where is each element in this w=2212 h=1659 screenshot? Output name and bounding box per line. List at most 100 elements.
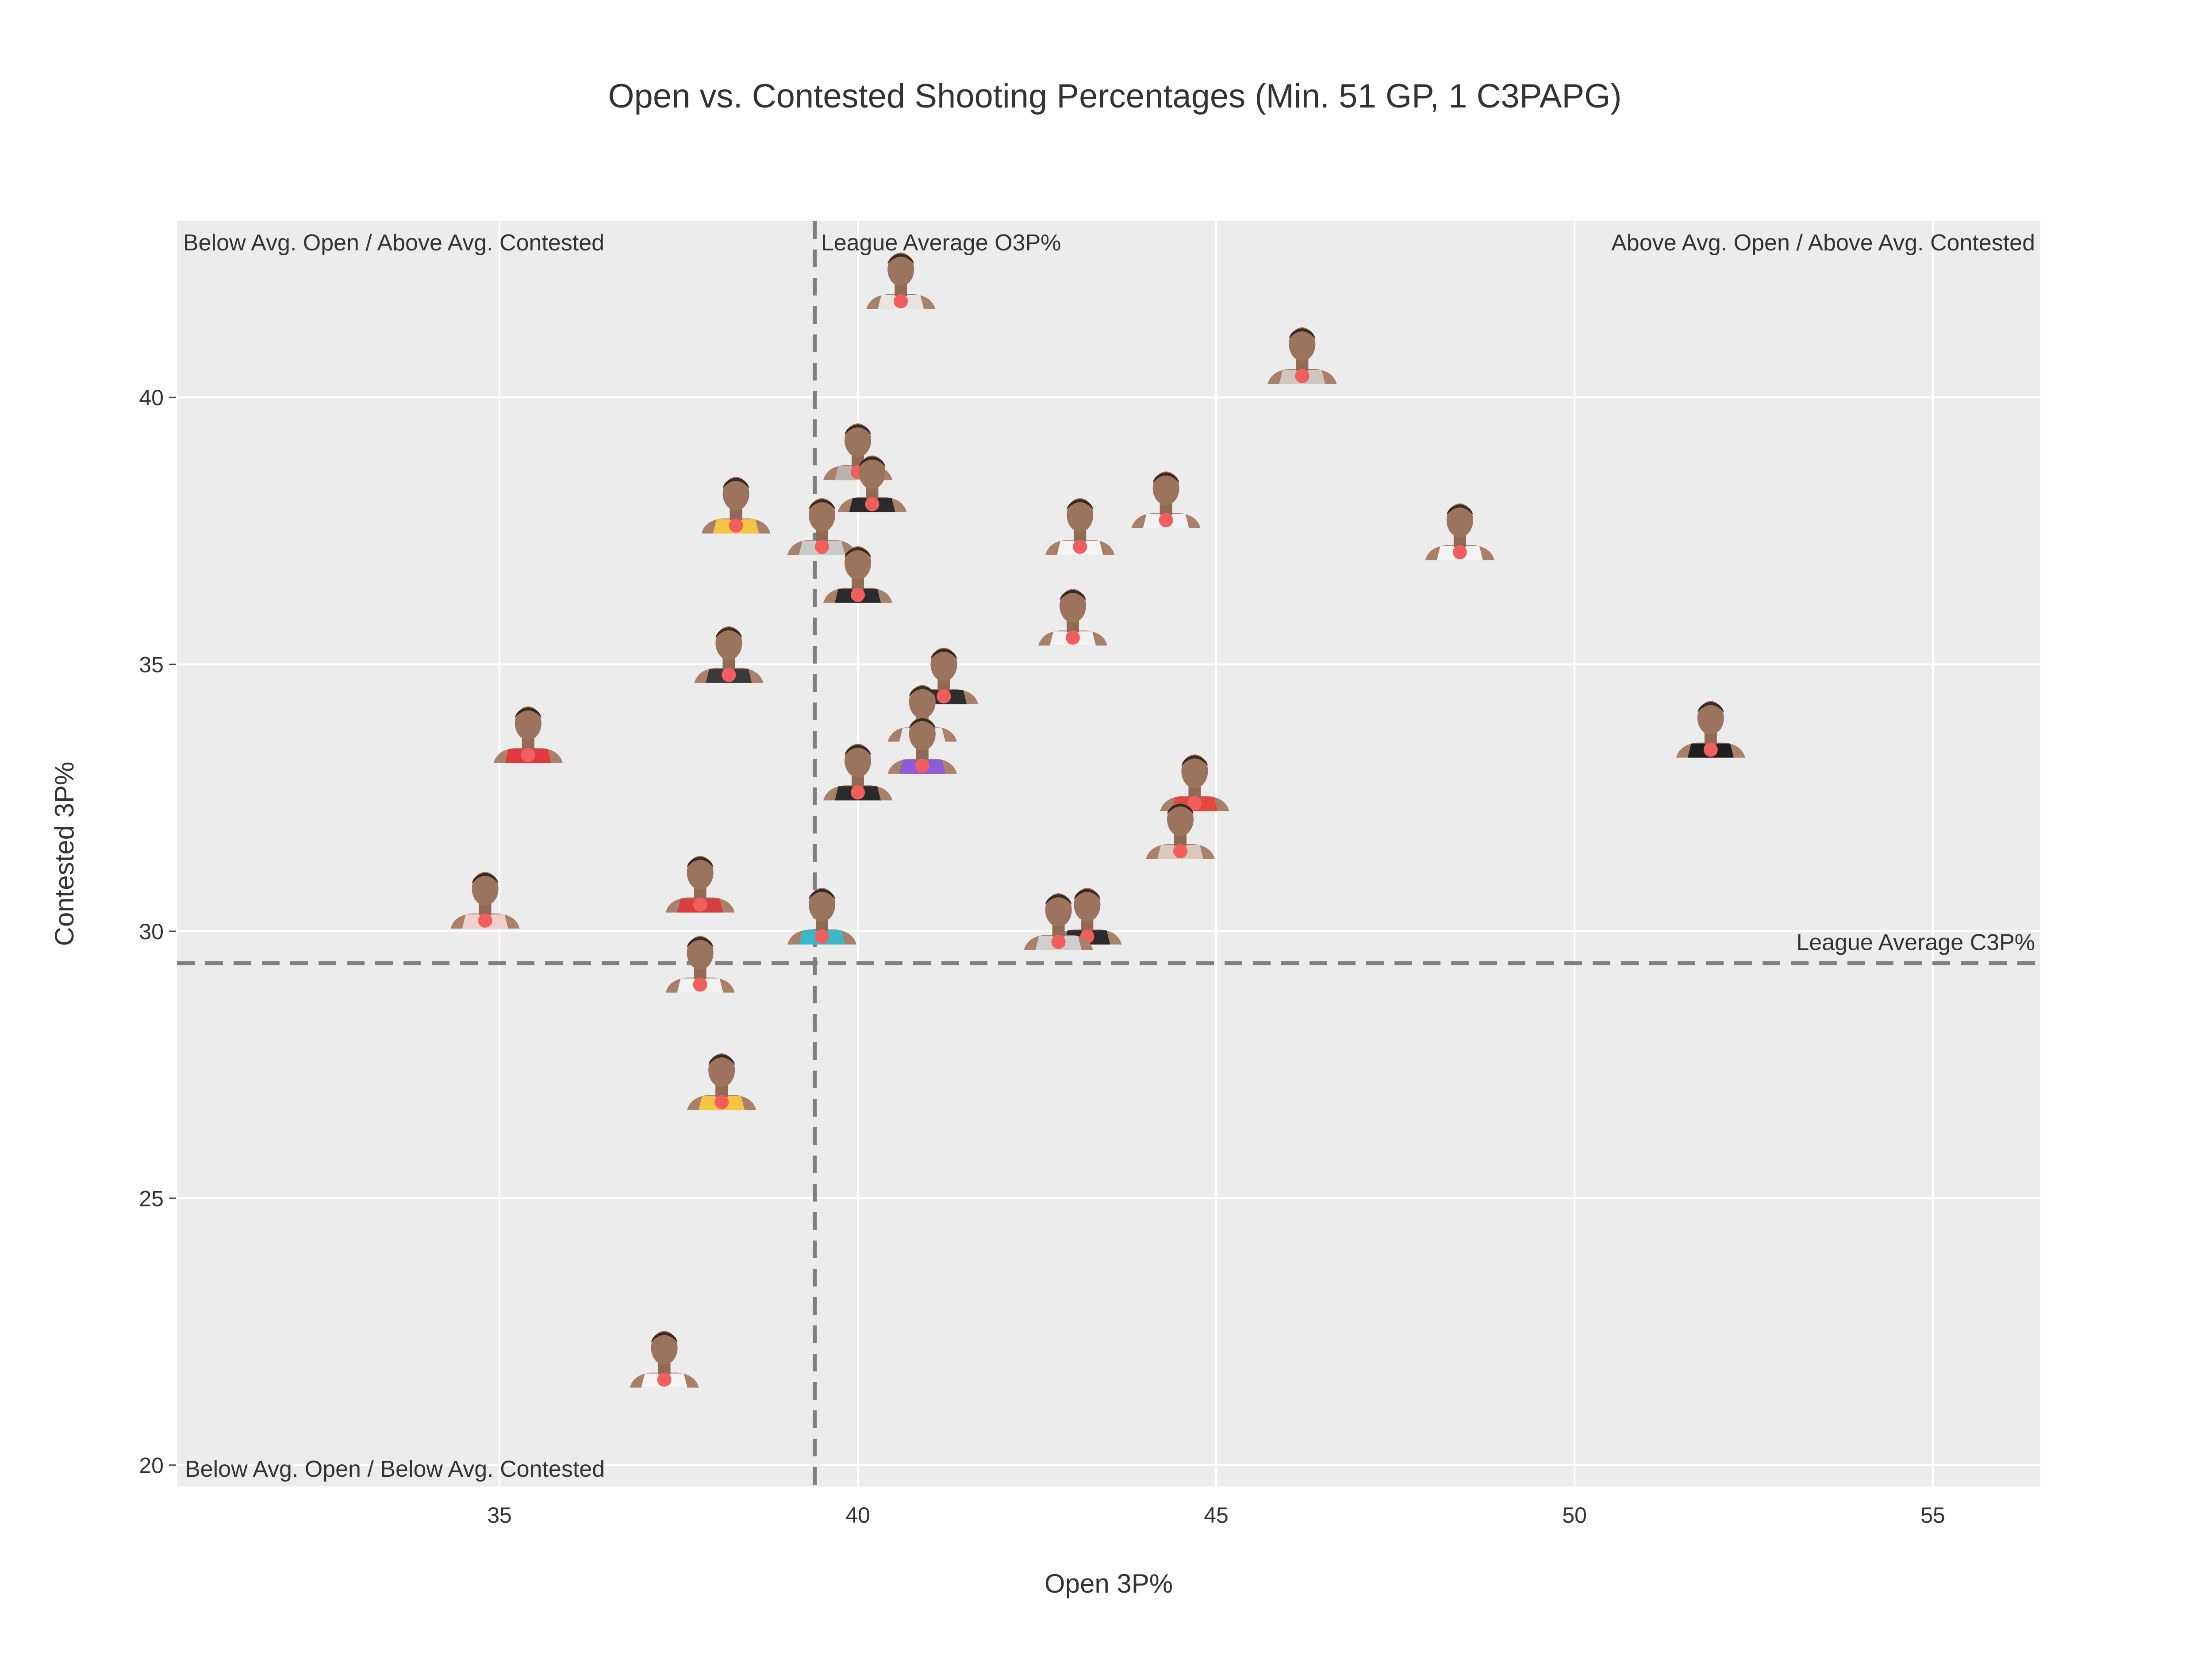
player-head [909,685,936,719]
player-head [859,455,886,489]
player-hair [515,707,541,718]
data-point [815,540,829,554]
quadrant-label-top-left: Below Avg. Open / Above Avg. Contested [183,230,604,256]
x-tick-labels: 35 40 45 50 55 [487,1503,1945,1528]
player-hair [1074,889,1101,900]
player-marker [665,936,735,993]
player-marker [450,872,520,929]
player-hair [1181,755,1208,766]
data-point [894,294,908,309]
player-marker [866,253,936,310]
player-marker [1052,888,1122,945]
player-hair [1167,803,1194,814]
player-head [472,872,499,906]
player-hair [722,477,749,488]
player-markers [450,253,1745,1388]
player-head [1181,754,1208,788]
x-tick-label: 45 [1204,1503,1229,1528]
player-marker [837,455,907,512]
player-marker [694,626,764,683]
y-gridlines [169,396,2040,1466]
player-head [1060,589,1086,623]
player-marker [630,1331,699,1388]
data-point [1295,369,1310,383]
player-head [715,626,742,660]
player-head [651,1331,678,1365]
plot-area [177,221,2040,1486]
player-marker [701,476,771,534]
player-marker [787,498,856,555]
player-hair [687,937,714,948]
quadrant-label-top-right: Above Avg. Open / Above Avg. Contested [1611,230,2035,256]
player-marker [823,744,892,801]
player-marker [493,706,563,763]
player-hair [845,424,871,435]
player-hair [715,627,742,638]
data-point [1051,935,1066,949]
player-head [845,423,871,457]
player-hair [909,718,936,729]
player-hair [687,856,714,868]
data-point [915,758,929,773]
y-tick-label: 20 [139,1453,164,1478]
player-marker [1045,498,1115,555]
y-tick-labels: 20 25 30 35 40 [139,385,164,1478]
player-marker [1676,701,1745,758]
x-tick-label: 55 [1920,1503,1945,1528]
player-marker [887,717,957,774]
data-point [657,1372,672,1387]
player-head [845,744,871,778]
player-head [1289,327,1316,361]
y-tick-label: 30 [139,919,164,944]
data-point [937,689,951,704]
data-point [1173,844,1187,858]
x-tick-label: 35 [487,1503,512,1528]
player-head [1074,888,1101,922]
player-hair [1067,499,1094,510]
player-head [708,1053,735,1087]
player-head [1045,893,1072,927]
player-hair [1289,328,1316,339]
player-hair [1045,894,1072,905]
data-point [729,518,743,533]
x-tick-label: 50 [1562,1503,1587,1528]
player-head [1067,498,1094,532]
player-head [809,888,835,922]
player-head [1152,471,1179,505]
player-marker [1267,327,1337,384]
y-axis-label: Contested 3P% [50,762,79,946]
player-hair [809,889,835,900]
player-hair [1152,472,1179,483]
player-hair [887,253,914,265]
data-point [1066,630,1080,645]
league-avg-c3p-label: League Average C3P% [1796,929,2035,955]
player-marker [823,546,892,603]
player-hair [1697,702,1724,713]
league-avg-o3p-label: League Average O3P% [821,230,1061,256]
data-point [714,1095,729,1110]
player-hair [472,872,499,883]
data-point [815,929,829,944]
player-head [930,648,957,682]
data-point [1073,540,1087,554]
player-hair [859,456,886,467]
data-point [851,785,865,800]
player-hair [809,499,835,510]
y-tick-label: 35 [139,653,164,677]
player-head [809,498,835,532]
player-marker [687,1053,757,1110]
player-head [909,717,936,751]
data-point [1159,513,1173,527]
player-hair [1060,590,1086,601]
player-hair [845,745,871,756]
data-point [478,913,492,928]
data-point [693,897,707,912]
player-head [1446,503,1473,538]
data-point [722,668,736,682]
player-marker [665,856,735,913]
player-hair [651,1332,678,1343]
player-hair [1446,504,1473,515]
quadrant-label-bottom-left: Below Avg. Open / Below Avg. Contested [185,1456,605,1482]
data-point [693,977,707,992]
